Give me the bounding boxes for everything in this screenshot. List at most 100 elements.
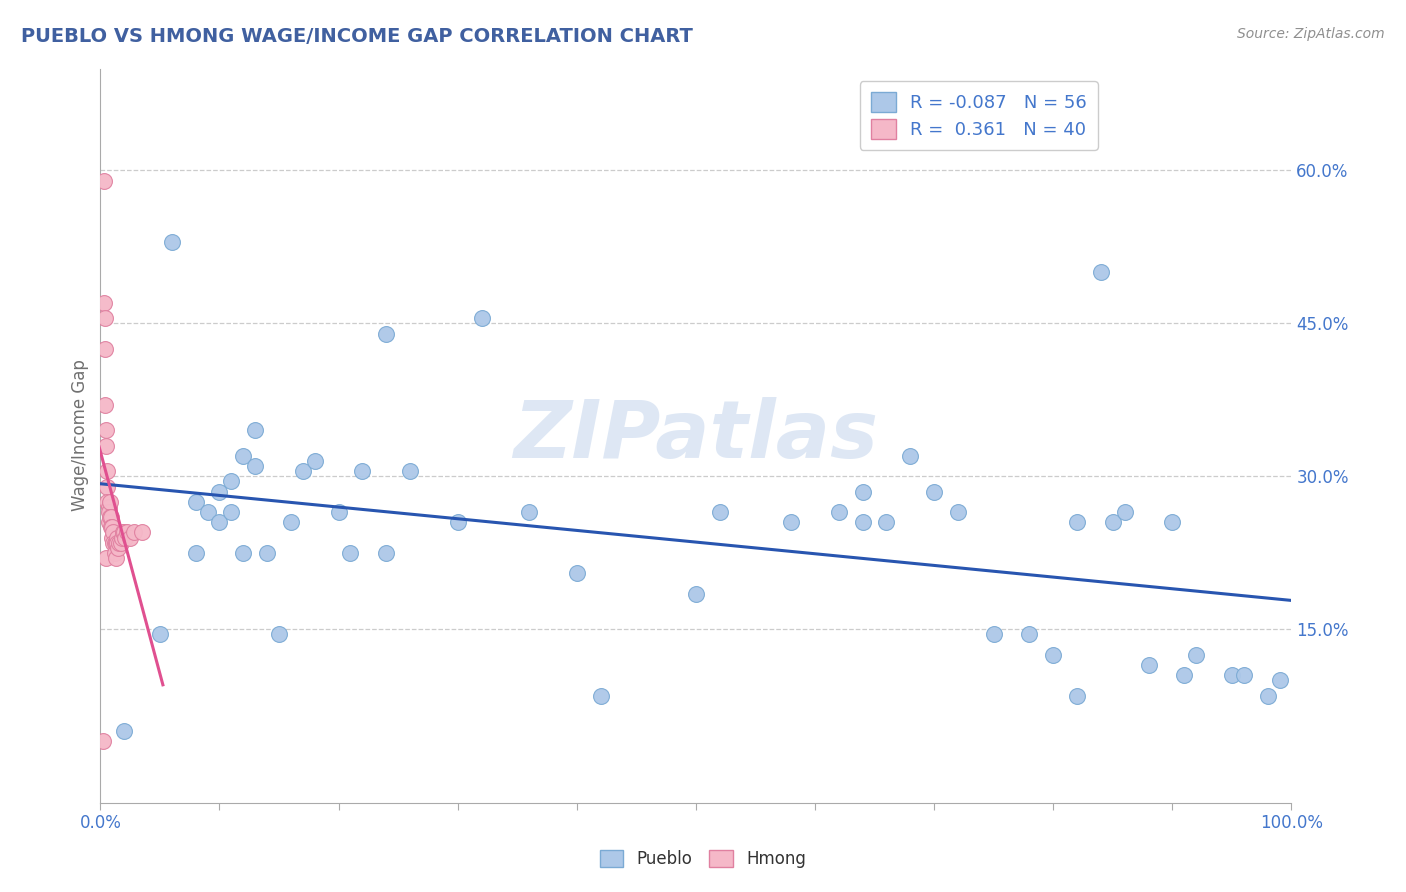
Point <box>280 515 302 529</box>
Point <box>709 505 731 519</box>
Point <box>120 531 142 545</box>
Point <box>447 515 470 529</box>
Text: Source: ZipAtlas.com: Source: ZipAtlas.com <box>1237 27 1385 41</box>
Point <box>1066 515 1088 529</box>
Point <box>375 546 398 560</box>
Legend: R = -0.087   N = 56, R =  0.361   N = 40: R = -0.087 N = 56, R = 0.361 N = 40 <box>859 81 1098 150</box>
Point <box>101 531 124 545</box>
Point <box>517 505 540 519</box>
Point <box>104 535 127 549</box>
Point <box>352 464 374 478</box>
Point <box>565 566 588 581</box>
Point <box>96 439 118 453</box>
Point <box>91 734 114 748</box>
Point <box>1042 648 1064 662</box>
Point <box>922 484 945 499</box>
Point <box>208 484 231 499</box>
Point <box>245 459 267 474</box>
Point <box>852 484 875 499</box>
Point <box>93 174 115 188</box>
Point <box>1090 265 1112 279</box>
Point <box>104 550 127 565</box>
Point <box>101 520 124 534</box>
Point <box>291 464 314 478</box>
Point <box>96 464 118 478</box>
Point <box>184 546 207 560</box>
Point <box>160 235 183 249</box>
Point <box>103 535 125 549</box>
Point <box>328 505 350 519</box>
Legend: Pueblo, Hmong: Pueblo, Hmong <box>593 843 813 875</box>
Point <box>96 495 118 509</box>
Point <box>103 525 125 540</box>
Point <box>399 464 422 478</box>
Point <box>1161 515 1184 529</box>
Point <box>197 505 219 519</box>
Point <box>94 342 117 356</box>
Point <box>1173 668 1195 682</box>
Point <box>108 535 131 549</box>
Point <box>97 515 120 529</box>
Point <box>375 326 398 341</box>
Point <box>131 525 153 540</box>
Point <box>589 689 612 703</box>
Point <box>1233 668 1256 682</box>
Point <box>94 398 117 412</box>
Point <box>94 311 117 326</box>
Point <box>221 475 243 489</box>
Point <box>115 525 138 540</box>
Point <box>1018 627 1040 641</box>
Point <box>104 535 127 549</box>
Point <box>98 495 121 509</box>
Point <box>208 515 231 529</box>
Point <box>96 424 118 438</box>
Point <box>852 515 875 529</box>
Point <box>898 449 921 463</box>
Point <box>122 525 145 540</box>
Text: ZIPatlas: ZIPatlas <box>513 397 879 475</box>
Point <box>104 546 127 560</box>
Point <box>1137 657 1160 672</box>
Point <box>1257 689 1279 703</box>
Point <box>221 505 243 519</box>
Point <box>232 449 254 463</box>
Point <box>780 515 803 529</box>
Point <box>875 515 897 529</box>
Point <box>100 510 122 524</box>
Point <box>96 479 118 493</box>
Point <box>110 535 132 549</box>
Point <box>105 535 128 549</box>
Point <box>97 505 120 519</box>
Point <box>111 531 134 545</box>
Point <box>1268 673 1291 688</box>
Point <box>1185 648 1208 662</box>
Point <box>1114 505 1136 519</box>
Point <box>149 627 172 641</box>
Point <box>256 546 278 560</box>
Point <box>184 495 207 509</box>
Point <box>1220 668 1243 682</box>
Point <box>112 525 135 540</box>
Y-axis label: Wage/Income Gap: Wage/Income Gap <box>72 359 89 511</box>
Point <box>946 505 969 519</box>
Point <box>983 627 1005 641</box>
Point <box>112 724 135 739</box>
Point <box>1066 689 1088 703</box>
Point <box>828 505 851 519</box>
Point <box>96 550 118 565</box>
Point <box>232 546 254 560</box>
Point <box>470 311 492 326</box>
Point <box>98 510 121 524</box>
Point <box>267 627 290 641</box>
Point <box>339 546 361 560</box>
Point <box>107 541 129 555</box>
Text: PUEBLO VS HMONG WAGE/INCOME GAP CORRELATION CHART: PUEBLO VS HMONG WAGE/INCOME GAP CORRELAT… <box>21 27 693 45</box>
Point <box>245 424 267 438</box>
Point <box>1101 515 1123 529</box>
Point <box>105 531 128 545</box>
Point <box>114 531 136 545</box>
Point <box>111 525 134 540</box>
Point <box>97 500 120 514</box>
Point <box>304 454 326 468</box>
Point <box>93 296 115 310</box>
